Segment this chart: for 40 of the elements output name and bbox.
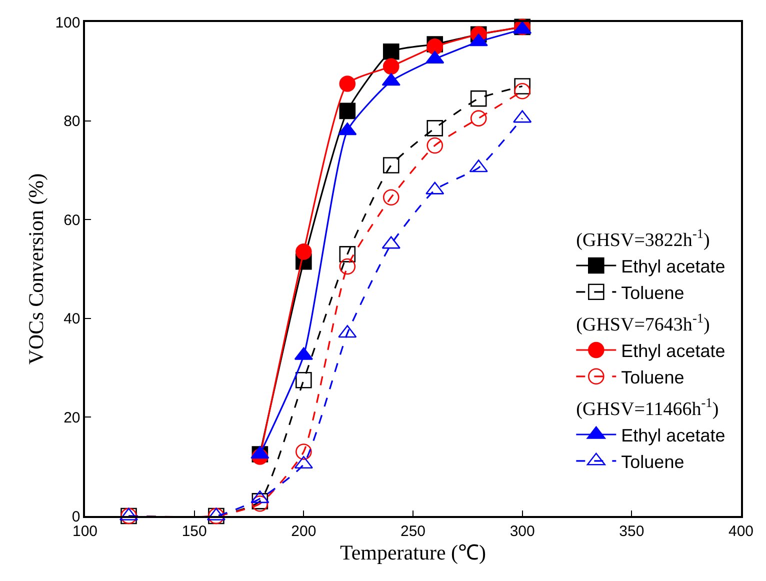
x-tick-label: 300 <box>510 522 535 540</box>
legend-label: Ethyl acetate <box>621 341 726 362</box>
y-tick-label: 20 <box>64 409 80 426</box>
x-tick-label: 400 <box>728 522 754 540</box>
annotation: (GHSV=11466h$^{-1}$) <box>576 394 719 420</box>
annotation: (GHSV=7643h$^{-1}$) <box>576 310 710 336</box>
y-axis-title: VOCs Conversion (%) <box>24 173 48 365</box>
legend-label: Toluene <box>621 367 684 388</box>
x-tick-label: 250 <box>400 522 426 540</box>
y-tick-label: 40 <box>64 310 80 328</box>
point <box>339 76 356 92</box>
point <box>296 244 312 260</box>
y-tick-label: 60 <box>64 212 80 229</box>
legend-label: Ethyl acetate <box>621 426 726 446</box>
point <box>382 43 400 60</box>
x-axis-title: Temperature (℃) <box>340 540 486 564</box>
point <box>470 110 487 126</box>
point <box>296 444 312 460</box>
point <box>426 120 444 136</box>
point <box>514 83 530 100</box>
point <box>382 157 400 174</box>
x-tick-label: 200 <box>291 522 316 540</box>
legend-label: Toluene <box>621 452 684 472</box>
point <box>382 58 400 75</box>
legend-label: Ethyl acetate <box>621 256 726 277</box>
point <box>339 258 356 275</box>
point <box>339 102 356 120</box>
point <box>339 246 356 262</box>
point <box>296 372 312 388</box>
point <box>426 137 444 154</box>
y-tick-label: 100 <box>55 14 80 32</box>
point <box>514 78 530 94</box>
x-tick-label: 150 <box>182 522 207 540</box>
point <box>382 189 400 206</box>
legend-label: Toluene <box>621 282 684 303</box>
annotation: (GHSV=3822h$^{-1}$) <box>576 226 710 251</box>
x-tick-label: 350 <box>619 522 644 540</box>
y-tick-label: 0 <box>72 508 80 526</box>
point <box>470 90 487 107</box>
y-tick-label: 80 <box>64 113 80 130</box>
